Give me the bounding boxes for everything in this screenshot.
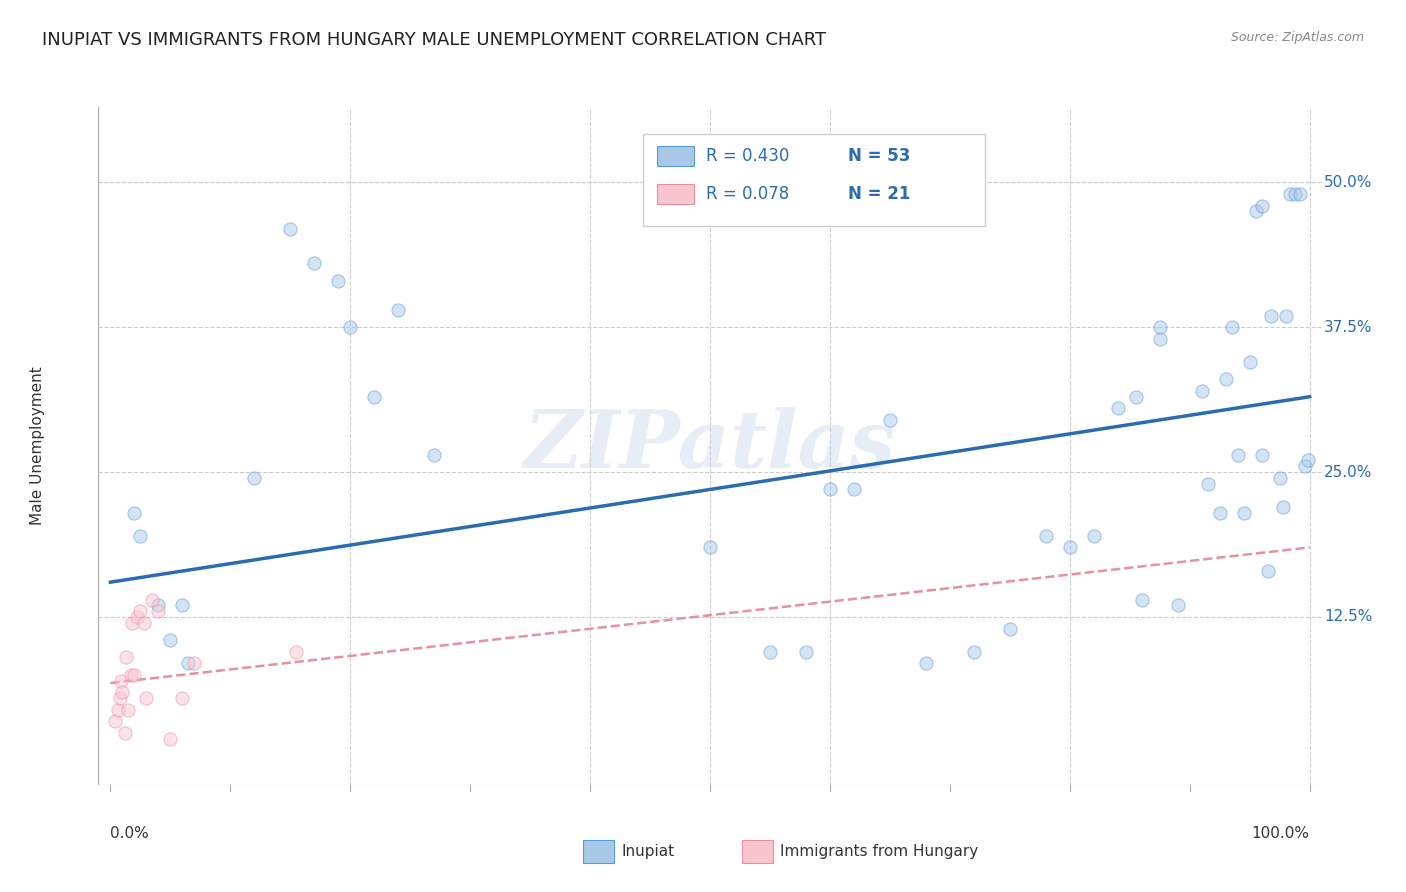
Point <box>1250 448 1272 462</box>
Point <box>879 413 901 427</box>
Point <box>818 483 841 497</box>
Text: ZIPatlas: ZIPatlas <box>524 408 896 484</box>
Point <box>172 599 194 613</box>
Point <box>328 274 350 288</box>
Point <box>1268 471 1291 485</box>
Point <box>1294 459 1316 474</box>
Point <box>117 703 139 717</box>
Point <box>120 668 142 682</box>
Text: N = 21: N = 21 <box>848 185 911 202</box>
Point <box>1167 599 1189 613</box>
Point <box>129 529 152 543</box>
Point <box>148 604 170 618</box>
Point <box>141 592 163 607</box>
Point <box>132 615 155 630</box>
Point <box>177 657 200 671</box>
Point <box>339 320 361 334</box>
Point <box>1197 476 1219 491</box>
Point <box>1130 592 1153 607</box>
Point <box>1149 320 1171 334</box>
Point <box>243 471 266 485</box>
Point <box>759 645 782 659</box>
Point <box>1284 186 1306 201</box>
Point <box>115 650 138 665</box>
Point <box>1257 564 1279 578</box>
Point <box>1220 320 1243 334</box>
Point <box>148 599 170 613</box>
Point <box>1244 204 1267 219</box>
Point <box>108 691 131 706</box>
Point <box>1239 355 1261 369</box>
Point <box>1233 506 1256 520</box>
Point <box>1059 541 1081 555</box>
Point <box>1191 384 1213 398</box>
Point <box>1208 506 1232 520</box>
Point <box>121 615 143 630</box>
Point <box>111 685 134 699</box>
Point <box>304 256 326 270</box>
Text: 12.5%: 12.5% <box>1324 609 1372 624</box>
Text: Male Unemployment: Male Unemployment <box>30 367 45 525</box>
Point <box>124 668 146 682</box>
Text: 100.0%: 100.0% <box>1251 825 1309 840</box>
Text: 25.0%: 25.0% <box>1324 465 1372 480</box>
Point <box>1215 372 1237 386</box>
Point <box>1083 529 1105 543</box>
Point <box>1298 453 1320 467</box>
Point <box>1107 401 1129 416</box>
Text: R = 0.430: R = 0.430 <box>706 147 790 165</box>
Point <box>1260 309 1282 323</box>
Point <box>125 610 148 624</box>
Text: Inupiat: Inupiat <box>621 845 675 859</box>
Point <box>1035 529 1057 543</box>
Point <box>129 604 152 618</box>
FancyBboxPatch shape <box>658 145 695 166</box>
Point <box>1250 198 1272 212</box>
Point <box>1279 186 1302 201</box>
Text: 0.0%: 0.0% <box>111 825 149 840</box>
Point <box>998 622 1021 636</box>
Point <box>278 221 301 235</box>
Text: INUPIAT VS IMMIGRANTS FROM HUNGARY MALE UNEMPLOYMENT CORRELATION CHART: INUPIAT VS IMMIGRANTS FROM HUNGARY MALE … <box>42 31 827 49</box>
Point <box>794 645 817 659</box>
Text: N = 53: N = 53 <box>848 147 911 165</box>
Point <box>124 506 146 520</box>
Point <box>159 731 181 746</box>
Text: Immigrants from Hungary: Immigrants from Hungary <box>780 845 979 859</box>
Text: R = 0.078: R = 0.078 <box>706 185 790 202</box>
Text: 37.5%: 37.5% <box>1324 319 1372 334</box>
Point <box>107 703 129 717</box>
Point <box>1149 332 1171 346</box>
Point <box>1274 309 1296 323</box>
Point <box>159 633 181 648</box>
Point <box>110 673 132 688</box>
Text: Source: ZipAtlas.com: Source: ZipAtlas.com <box>1230 31 1364 45</box>
Text: 50.0%: 50.0% <box>1324 175 1372 190</box>
Point <box>1289 186 1312 201</box>
Point <box>387 302 409 317</box>
Point <box>172 691 194 706</box>
Point <box>1226 448 1249 462</box>
FancyBboxPatch shape <box>658 184 695 204</box>
Point <box>104 714 127 729</box>
Point <box>699 541 721 555</box>
Point <box>114 726 136 740</box>
Point <box>963 645 986 659</box>
Point <box>363 390 385 404</box>
Point <box>1125 390 1147 404</box>
Point <box>915 657 938 671</box>
Point <box>135 691 157 706</box>
Point <box>183 657 205 671</box>
Point <box>285 645 308 659</box>
FancyBboxPatch shape <box>643 134 986 226</box>
Point <box>842 483 865 497</box>
Point <box>1272 500 1295 514</box>
Point <box>423 448 446 462</box>
